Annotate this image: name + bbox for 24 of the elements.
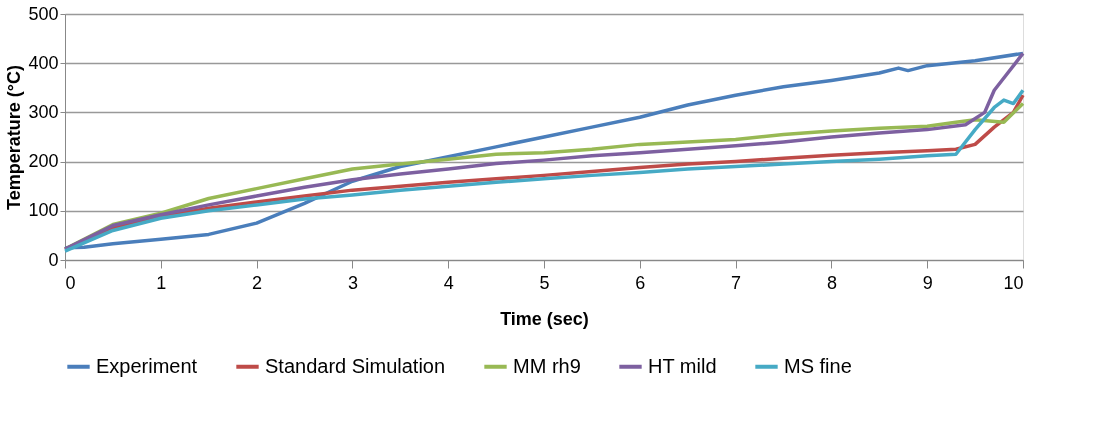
x-tick-label: 2 [252, 272, 263, 293]
x-tick-label: 1 [156, 272, 167, 293]
x-tick-label: 0 [65, 272, 76, 293]
x-tick-label: 9 [922, 272, 933, 293]
y-tick-label: 100 [28, 200, 59, 221]
legend-label: MM rh9 [513, 354, 581, 377]
legend-label: MS fine [784, 354, 852, 377]
x-axis-title: Time (sec) [500, 308, 589, 329]
x-tick-label: 6 [635, 272, 646, 293]
y-axis-title: Temperature (°C) [4, 65, 25, 210]
legend-label: HT mild [648, 354, 717, 377]
legend-label: Standard Simulation [265, 354, 446, 377]
x-tick-label: 8 [826, 272, 837, 293]
x-tick-label: 10 [1003, 272, 1024, 293]
y-tick-label: 500 [28, 3, 59, 24]
y-tick-label: 0 [48, 249, 59, 270]
y-tick-label: 400 [28, 52, 59, 73]
x-tick-label: 7 [731, 272, 742, 293]
x-tick-label: 3 [347, 272, 358, 293]
x-tick-label: 4 [443, 272, 454, 293]
x-tick-label: 5 [539, 272, 550, 293]
y-tick-label: 300 [28, 101, 59, 122]
legend-label: Experiment [96, 354, 198, 377]
y-tick-label: 200 [28, 151, 59, 172]
